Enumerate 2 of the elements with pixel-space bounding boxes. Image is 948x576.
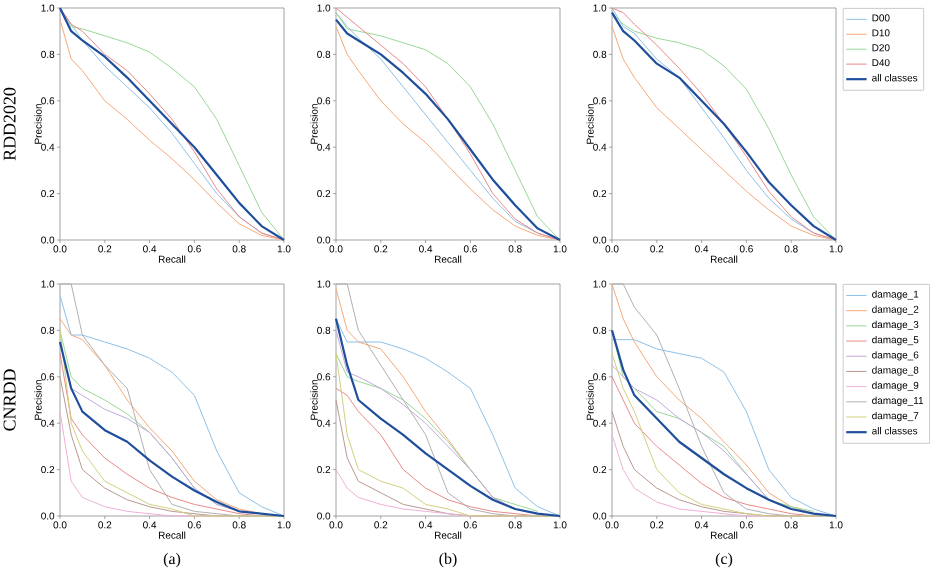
text: CNRDD (3, 369, 16, 431)
text: RDD2020 (3, 87, 16, 161)
